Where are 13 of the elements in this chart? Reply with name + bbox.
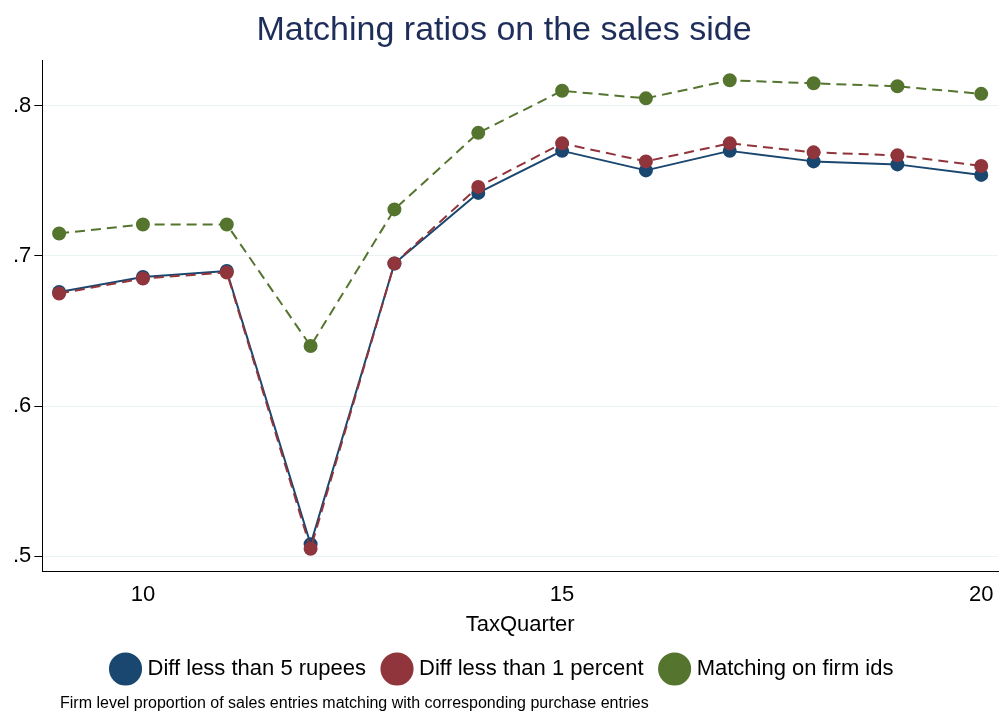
text: Firm level proportion of sales entries matching with corresponding purchase entries [60, 694, 649, 712]
legend-label: Diff less than 1 percent [419, 655, 644, 681]
y-tick-label: .5 [12, 542, 32, 568]
y-tick-label: .8 [12, 91, 32, 117]
legend-label: Diff less than 5 rupees [147, 655, 367, 681]
x-tick-label: 15 [549, 581, 575, 607]
chart-title: Matching ratios on the sales side [256, 8, 752, 47]
y-tick-label: .7 [12, 242, 32, 268]
x-tick-label: 10 [130, 581, 156, 607]
legend-label: Matching on firm ids [696, 655, 894, 681]
x-axis-title: TaxQuarter [465, 610, 575, 636]
x-tick-label: 20 [968, 581, 994, 607]
y-tick-label: .6 [12, 392, 32, 418]
